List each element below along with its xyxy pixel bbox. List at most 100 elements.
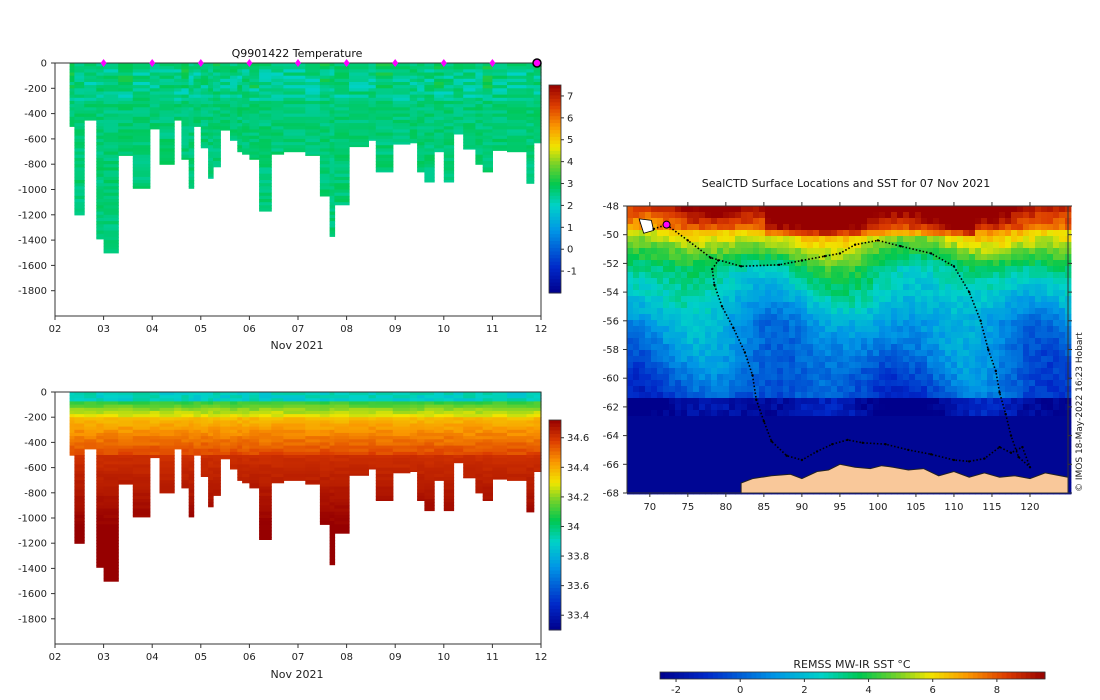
cast-cell bbox=[208, 164, 214, 168]
sst-pixel bbox=[627, 338, 634, 345]
cast-cell bbox=[181, 132, 190, 137]
cast-cell bbox=[283, 458, 306, 462]
sst-pixel bbox=[669, 344, 676, 351]
cast-cell bbox=[475, 135, 484, 140]
cast-cell bbox=[392, 423, 411, 428]
sst-pixel bbox=[675, 308, 682, 315]
sst-pixel bbox=[855, 290, 862, 297]
cast-cell bbox=[193, 407, 202, 412]
sst-pixel bbox=[819, 242, 826, 249]
sst-pixel bbox=[861, 242, 868, 249]
sst-pixel bbox=[897, 284, 904, 291]
cast-cell bbox=[283, 116, 306, 121]
cast-cell bbox=[149, 432, 161, 437]
cast-cell bbox=[319, 82, 331, 86]
cast-cell bbox=[417, 164, 425, 168]
cast-cell bbox=[181, 467, 190, 472]
cast-cell bbox=[132, 119, 151, 124]
cast-cell bbox=[220, 445, 231, 450]
cast-cell bbox=[159, 157, 175, 162]
colorbar-segment bbox=[549, 216, 561, 221]
cast-cell bbox=[368, 410, 377, 415]
cast-cell bbox=[526, 82, 535, 86]
colorbar-tick-label: 7 bbox=[567, 91, 573, 102]
sst-pixel bbox=[855, 320, 862, 327]
sst-pixel bbox=[651, 266, 658, 273]
cast-cell bbox=[533, 426, 542, 431]
cast-cell bbox=[475, 423, 484, 428]
cast-cell bbox=[334, 183, 350, 187]
sst-pixel bbox=[873, 344, 880, 351]
sst-pixel bbox=[633, 332, 640, 339]
cast-cell bbox=[526, 410, 535, 415]
cast-cell bbox=[103, 189, 119, 194]
sst-pixel bbox=[915, 302, 922, 309]
cast-cell bbox=[259, 477, 272, 481]
cast-cell bbox=[349, 410, 369, 415]
sst-pixel bbox=[681, 224, 688, 231]
cast-cell bbox=[132, 78, 151, 83]
cast-cell bbox=[174, 395, 182, 399]
colorbar-tick-label: 34 bbox=[567, 522, 580, 533]
sst-pixel bbox=[807, 230, 814, 237]
sst-pixel bbox=[897, 326, 904, 333]
sst-pixel bbox=[669, 248, 676, 255]
cast-cell bbox=[526, 142, 535, 146]
cast-cell bbox=[417, 154, 425, 159]
cast-cell bbox=[424, 116, 435, 121]
sst-pixel bbox=[1059, 218, 1066, 225]
cast-cell bbox=[159, 82, 175, 86]
sst-pixel bbox=[843, 314, 850, 321]
cast-cell bbox=[200, 72, 209, 77]
cast-cell bbox=[424, 167, 435, 172]
cast-cell bbox=[96, 183, 105, 187]
sst-pixel bbox=[879, 206, 886, 213]
cast-cell bbox=[283, 104, 306, 108]
sst-pixel bbox=[627, 248, 634, 255]
sst-pixel bbox=[723, 332, 730, 339]
cast-cell bbox=[424, 180, 435, 183]
cast-cell bbox=[230, 82, 238, 86]
cast-cell bbox=[443, 63, 455, 67]
sst-pixel bbox=[891, 290, 898, 297]
sst-pixel bbox=[729, 230, 736, 237]
sst-pixel bbox=[669, 332, 676, 339]
cast-cell bbox=[305, 401, 321, 406]
cast-cell bbox=[188, 404, 195, 409]
sst-pixel bbox=[975, 320, 982, 327]
cast-cell bbox=[319, 477, 331, 481]
cast-cell bbox=[118, 445, 134, 450]
cast-cell bbox=[424, 455, 435, 459]
cast-cell bbox=[200, 142, 209, 146]
sst-pixel bbox=[915, 296, 922, 303]
sst-pixel bbox=[951, 320, 958, 327]
cast-cell bbox=[283, 110, 306, 115]
cast-cell bbox=[283, 445, 306, 450]
cast-cell bbox=[526, 489, 535, 494]
cast-cell bbox=[149, 417, 161, 421]
sst-pixel bbox=[963, 212, 970, 219]
cast-cell bbox=[443, 401, 455, 406]
sst-pixel bbox=[969, 278, 976, 285]
cast-cell bbox=[283, 72, 306, 77]
sst-pixel bbox=[969, 290, 976, 297]
sst-pixel bbox=[891, 296, 898, 303]
cast-cell bbox=[188, 395, 195, 399]
cast-cell bbox=[482, 69, 493, 74]
cast-cell bbox=[74, 186, 85, 191]
cast-cell bbox=[74, 439, 85, 444]
sst-pixel bbox=[939, 242, 946, 249]
sst-pixel bbox=[807, 272, 814, 279]
cast-cell bbox=[492, 110, 508, 115]
sst-pixel bbox=[849, 278, 856, 285]
cast-cell bbox=[424, 157, 435, 162]
sst-pixel bbox=[999, 242, 1006, 249]
cast-cell bbox=[329, 221, 336, 225]
cast-cell bbox=[103, 202, 119, 206]
cast-cell bbox=[434, 110, 445, 115]
cast-cell bbox=[213, 82, 221, 86]
cast-cell bbox=[103, 562, 119, 566]
cast-cell bbox=[482, 489, 493, 494]
cast-cell bbox=[475, 395, 484, 399]
sst-pixel bbox=[789, 320, 796, 327]
